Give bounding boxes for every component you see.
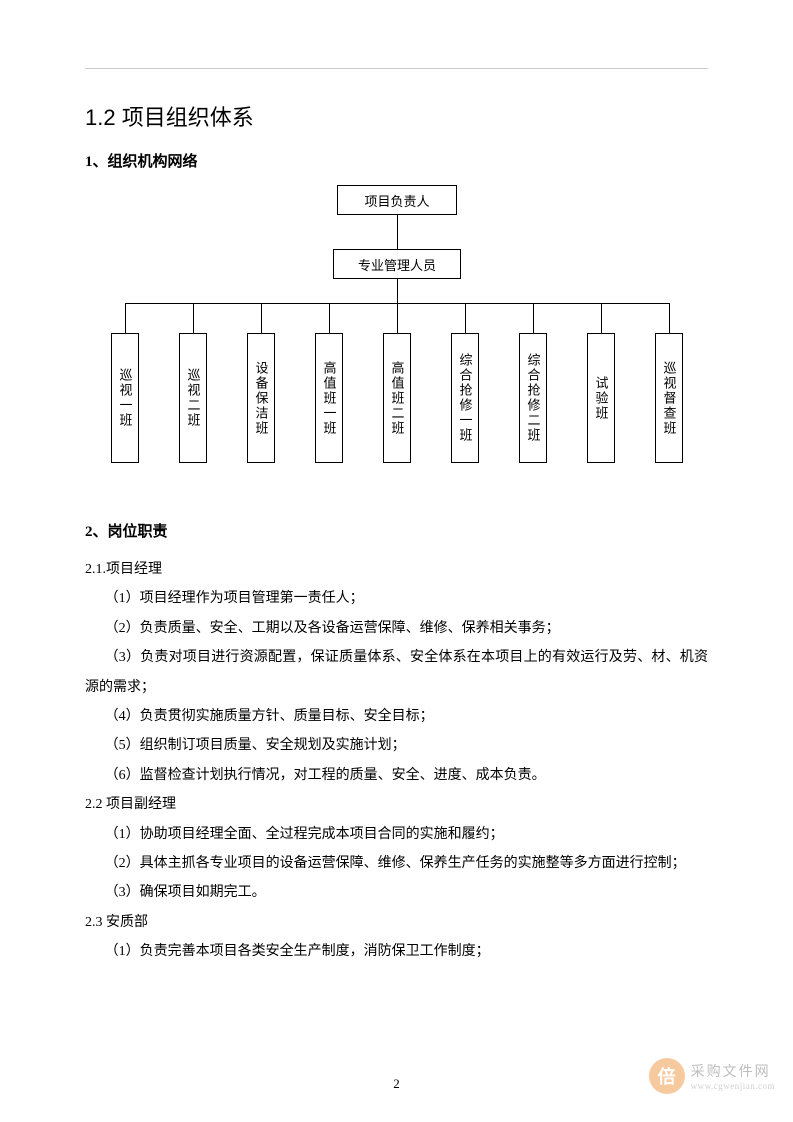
para-2-3-1: （1）负责完善本项目各类安全生产制度，消防保卫工作制度； — [85, 937, 708, 966]
org-edge — [261, 303, 262, 333]
org-edge — [397, 279, 398, 303]
org-edge — [397, 303, 398, 333]
org-node: 巡视督查班 — [655, 333, 683, 463]
org-node: 巡视二班 — [179, 333, 207, 463]
org-edge — [601, 303, 602, 333]
watermark-text: 采购文件网 — [691, 1061, 775, 1081]
org-node: 项目负责人 — [337, 185, 457, 215]
heading-2-1: 2.1.项目经理 — [85, 555, 708, 584]
watermark-icon: 倍 — [649, 1058, 685, 1094]
org-chart: 项目负责人专业管理人员巡视一班 巡视二班 设备保洁班 高值班一班 高值班二班 综合抢修一班… — [85, 185, 708, 505]
org-edge — [329, 303, 330, 333]
subsection-1-title: 1、组织机构网络 — [85, 150, 708, 171]
org-node: 巡视一班 — [111, 333, 139, 463]
org-node: 设备保洁班 — [247, 333, 275, 463]
org-node: 综合抢修一班 — [451, 333, 479, 463]
heading-2-2: 2.2 项目副经理 — [85, 790, 708, 819]
para-2-1-6: （6）监督检查计划执行情况，对工程的质量、安全、进度、成本负责。 — [85, 761, 708, 790]
org-node: 高值班一班 — [315, 333, 343, 463]
watermark: 倍 采购文件网 www.cgwenjian.com — [649, 1058, 775, 1094]
para-2-1-2: （2）负责质量、安全、工期以及各设备运营保障、维修、保养相关事务； — [85, 614, 708, 643]
para-2-2-1: （1）协助项目经理全面、全过程完成本项目合同的实施和履约； — [85, 820, 708, 849]
para-2-1-5: （5）组织制订项目质量、安全规划及实施计划； — [85, 731, 708, 760]
para-2-2-2: （2）具体主抓各专业项目的设备运营保障、维修、保养生产任务的实施整等多方面进行控… — [85, 849, 708, 878]
org-node: 试验班 — [587, 333, 615, 463]
org-edge — [193, 303, 194, 333]
org-node: 专业管理人员 — [333, 249, 461, 279]
page-top-rule — [85, 68, 708, 69]
org-edge — [465, 303, 466, 333]
subsection-2-title: 2、岗位职责 — [85, 520, 708, 541]
org-edge — [669, 303, 670, 333]
para-2-1-4: （4）负责贯彻实施质量方针、质量目标、安全目标； — [85, 702, 708, 731]
org-edge — [397, 215, 398, 249]
para-2-1-1: （1）项目经理作为项目管理第一责任人； — [85, 584, 708, 613]
section-title: 1.2 项目组织体系 — [85, 100, 708, 132]
org-edge — [533, 303, 534, 333]
org-edge — [125, 303, 126, 333]
watermark-url: www.cgwenjian.com — [691, 1081, 775, 1091]
heading-2-3: 2.3 安质部 — [85, 908, 708, 937]
org-node: 综合抢修二班 — [519, 333, 547, 463]
para-2-1-3: （3）负责对项目进行资源配置，保证质量体系、安全体系在本项目上的有效运行及劳、材… — [85, 643, 708, 702]
org-node: 高值班二班 — [383, 333, 411, 463]
para-2-2-3: （3）确保项目如期完工。 — [85, 878, 708, 907]
